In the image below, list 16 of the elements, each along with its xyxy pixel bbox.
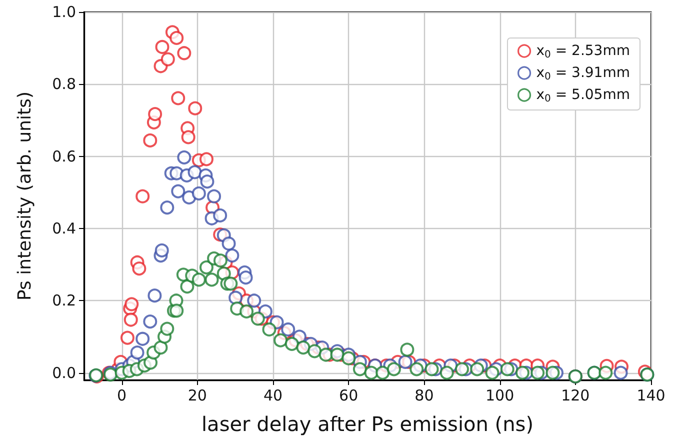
x-tick-label: 120 <box>561 386 590 404</box>
y-tick-label: 0.2 <box>52 292 76 310</box>
x-tick-label: 40 <box>263 386 283 404</box>
x-tick-label: 20 <box>188 386 207 404</box>
x-tick-label: 80 <box>414 386 434 404</box>
x-tick-label: 140 <box>636 386 666 404</box>
x-tick-label: 0 <box>117 386 127 404</box>
y-tick-label: 0.4 <box>52 219 76 238</box>
x-axis-title: laser delay after Ps emission (ns) <box>202 412 534 436</box>
y-tick-label: 0.6 <box>52 147 76 166</box>
y-tick-label: 1.0 <box>52 3 76 21</box>
x-tick-label: 60 <box>339 386 358 404</box>
y-tick-label: 0.0 <box>52 364 76 382</box>
y-axis-title: Ps intensity (arb. units) <box>14 92 36 300</box>
x-tick-label: 100 <box>485 386 514 404</box>
y-tick-label: 0.8 <box>52 75 76 94</box>
